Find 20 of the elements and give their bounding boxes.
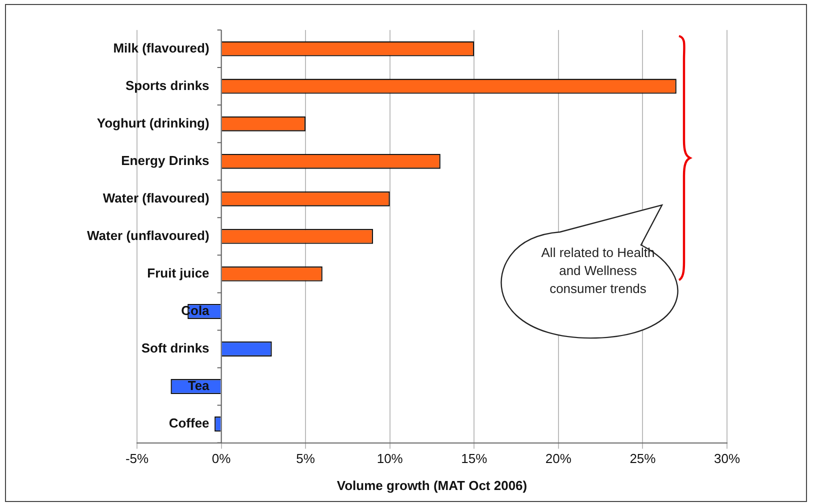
y-tick-label: Sports drinks [125, 78, 210, 93]
x-axis-title: Volume growth (MAT Oct 2006) [336, 478, 528, 493]
annotation: All related to Health and Wellness consumer trends [540, 244, 656, 298]
x-tick-label: 15% [461, 451, 488, 466]
y-tick-label: Coffee [168, 416, 210, 431]
x-tick-label: 25% [630, 451, 656, 466]
x-tick-label: 20% [545, 451, 572, 466]
y-tick-label: Yoghurt (drinking) [96, 115, 210, 130]
x-tick-label: -5% [125, 451, 149, 466]
x-tick-label: 10% [376, 451, 404, 466]
y-tick-label: Energy Drinks [121, 152, 210, 168]
y-tick-label: Tea [188, 378, 210, 394]
x-tick-label: 5% [296, 451, 316, 466]
y-tick-label: Water (unflavoured) [86, 228, 210, 243]
x-tick-label: 30% [714, 451, 740, 466]
y-tick-label: Soft drinks [141, 340, 210, 356]
y-tick-label: Milk (flavoured) [113, 40, 210, 56]
y-tick-label: Water (flavoured) [102, 190, 210, 206]
x-tick-label: 0% [212, 451, 232, 466]
y-tick-label: Fruit juice [147, 266, 210, 281]
